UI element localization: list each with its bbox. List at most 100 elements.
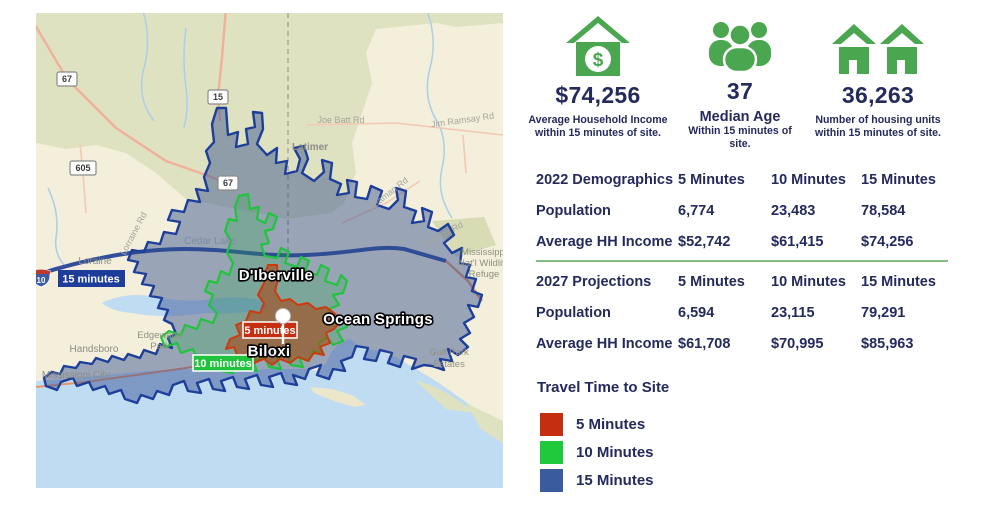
table-row-label: Population: [536, 304, 611, 321]
legend-label-5min: 5 Minutes: [576, 416, 646, 433]
table-2027-col-10min: 10 Minutes: [771, 273, 846, 290]
place-label-edgewater-park: Edgewater Park: [137, 330, 182, 352]
map-forest-region: [36, 13, 503, 219]
median-age-value: 37: [726, 78, 754, 104]
table-cell: 78,584: [861, 202, 906, 219]
income-caption-line2: within 15 minutes of site.: [535, 126, 661, 139]
place-label-latimer: Latimer: [292, 142, 328, 153]
svg-text:$: $: [593, 50, 604, 71]
house-dollar-icon: $: [566, 16, 630, 76]
badge-10-minutes: 10 minutes: [192, 354, 254, 372]
map-rivers: [47, 13, 453, 266]
table-cell: $61,708: [678, 335, 731, 352]
table-2022-col-15min: 15 Minutes: [861, 171, 936, 188]
housing-caption-line1: Number of housing units: [815, 114, 941, 126]
table-2022-title: 2022 Demographics: [536, 171, 674, 188]
table-2027-title: 2027 Projections: [536, 273, 652, 290]
road-shield-605-label: 605: [75, 163, 90, 173]
road-shield-605: 605: [69, 160, 97, 176]
city-label-biloxi: Biloxi: [248, 343, 291, 360]
map-coast-patch-1: [416, 381, 476, 413]
legend-label-15min: 15 Minutes: [576, 472, 654, 489]
map-refuge-patch: [432, 217, 496, 257]
svg-text:10 minutes: 10 minutes: [194, 358, 251, 370]
legend-label-10min: 10 Minutes: [576, 444, 654, 461]
legend-item-15-minutes: 15 Minutes: [540, 469, 654, 492]
place-label-loraine: Loraine: [78, 256, 112, 267]
legend-swatch-15min: [540, 469, 563, 492]
drive-time-map: 67 15 605 67 10 Latimer Cedar Lake Lorai…: [36, 13, 503, 488]
housing-caption-line2: within 15 minutes of site.: [815, 126, 941, 139]
legend-swatch-5min: [540, 413, 563, 436]
svg-text:Refuge: Refuge: [469, 269, 500, 280]
table-divider-line: [536, 260, 948, 262]
place-label-cedar-lake: Cedar Lake: [184, 236, 236, 247]
svg-text:5 minutes: 5 minutes: [244, 325, 295, 337]
road-shield-15-label: 15: [213, 92, 223, 102]
road-shield-15: 15: [207, 89, 229, 105]
svg-text:Estates: Estates: [433, 359, 465, 370]
table-2027-projections: 2027 Projections 5 Minutes 10 Minutes 15…: [536, 266, 957, 359]
map-coast-patch-2: [466, 403, 503, 443]
place-label-mississippi-city: Mississippi City: [42, 370, 110, 381]
svg-text:15 minutes: 15 minutes: [62, 274, 119, 286]
svg-text:Park: Park: [150, 341, 170, 352]
map-15min-polygon: [42, 106, 484, 405]
table-row-label: Average HH Income: [536, 233, 673, 250]
table-cell: 79,291: [861, 304, 906, 321]
map-canvas: 67 15 605 67 10 Latimer Cedar Lake Lorai…: [36, 13, 503, 488]
svg-text:Edgewater: Edgewater: [137, 330, 182, 341]
svg-text:Gulf Park: Gulf Park: [429, 347, 469, 358]
income-caption-line1: Average Household Income: [528, 114, 668, 126]
table-row-label: Population: [536, 202, 611, 219]
table-cell: $52,742: [678, 233, 731, 250]
svg-text:Mississippi: Mississippi: [461, 247, 503, 258]
median-age-caption: Within 15 minutes of site.: [688, 125, 792, 150]
table-cell: 23,115: [771, 304, 815, 321]
stat-median-age: 37 Median Age Within 15 minutes of site.: [678, 18, 802, 150]
road-label-joe-batt: Joe Batt Rd: [317, 115, 364, 125]
travel-time-legend: Travel Time to Site 5 Minutes 10 Minutes…: [537, 379, 757, 492]
city-label-ocean-springs: Ocean Springs: [323, 311, 433, 328]
stat-housing-units: 36,263 Number of housing units within 15…: [808, 22, 948, 139]
table-2022-demographics: 2022 Demographics 5 Minutes 10 Minutes 1…: [536, 164, 957, 257]
map-deer-island: [310, 387, 366, 407]
table-cell: $70,995: [771, 335, 824, 352]
legend-item-10-minutes: 10 Minutes: [540, 441, 654, 464]
city-label-diberville: D'Iberville: [239, 267, 313, 284]
stat-average-household-income: $ $74,256 Average Household Income withi…: [528, 16, 668, 139]
road-shield-67-label: 67: [62, 74, 72, 84]
table-cell: $74,256: [861, 233, 914, 250]
table-cell: 6,774: [678, 202, 715, 219]
badge-15-minutes: 15 minutes: [58, 270, 125, 287]
median-age-label: Median Age: [699, 109, 781, 125]
legend-item-5-minutes: 5 Minutes: [540, 413, 645, 436]
place-label-gulf-park-estates: Gulf Park Estates: [429, 347, 469, 370]
table-2027-col-15min: 15 Minutes: [861, 273, 936, 290]
table-2027-col-5min: 5 Minutes: [678, 273, 745, 290]
table-2022-col-5min: 5 Minutes: [678, 171, 745, 188]
badge-5-minutes: 5 minutes: [242, 321, 298, 339]
housing-units-value: 36,263: [841, 82, 915, 108]
people-icon: [709, 22, 771, 72]
table-cell: 6,594: [678, 304, 715, 321]
place-label-wildlife-refuge: Mississippi Nat'l Wildlife Refuge: [458, 247, 503, 280]
table-row-label: Average HH Income: [536, 335, 673, 352]
legend-title: Travel Time to Site: [537, 379, 670, 396]
table-cell: $85,963: [861, 335, 914, 352]
income-value: $74,256: [555, 82, 641, 108]
map-interstate-10-road: [36, 245, 447, 277]
road-shield-67-second-label: 67: [223, 178, 233, 188]
interstate-10-label: 10: [37, 276, 46, 285]
map-minor-roads: [79, 122, 503, 224]
site-pin-icon: [275, 308, 291, 344]
houses-icon: [832, 24, 924, 74]
road-shield-67: 67: [56, 71, 78, 87]
table-cell: 23,483: [771, 202, 816, 219]
map-water-back-bay: [102, 295, 268, 316]
map-water-gulf: [36, 339, 503, 488]
interstate-10-shield: 10: [36, 269, 51, 288]
road-shield-67-second: 67: [217, 175, 239, 191]
svg-text:Nat'l Wildlife: Nat'l Wildlife: [458, 258, 503, 269]
table-2022-col-10min: 10 Minutes: [771, 171, 846, 188]
